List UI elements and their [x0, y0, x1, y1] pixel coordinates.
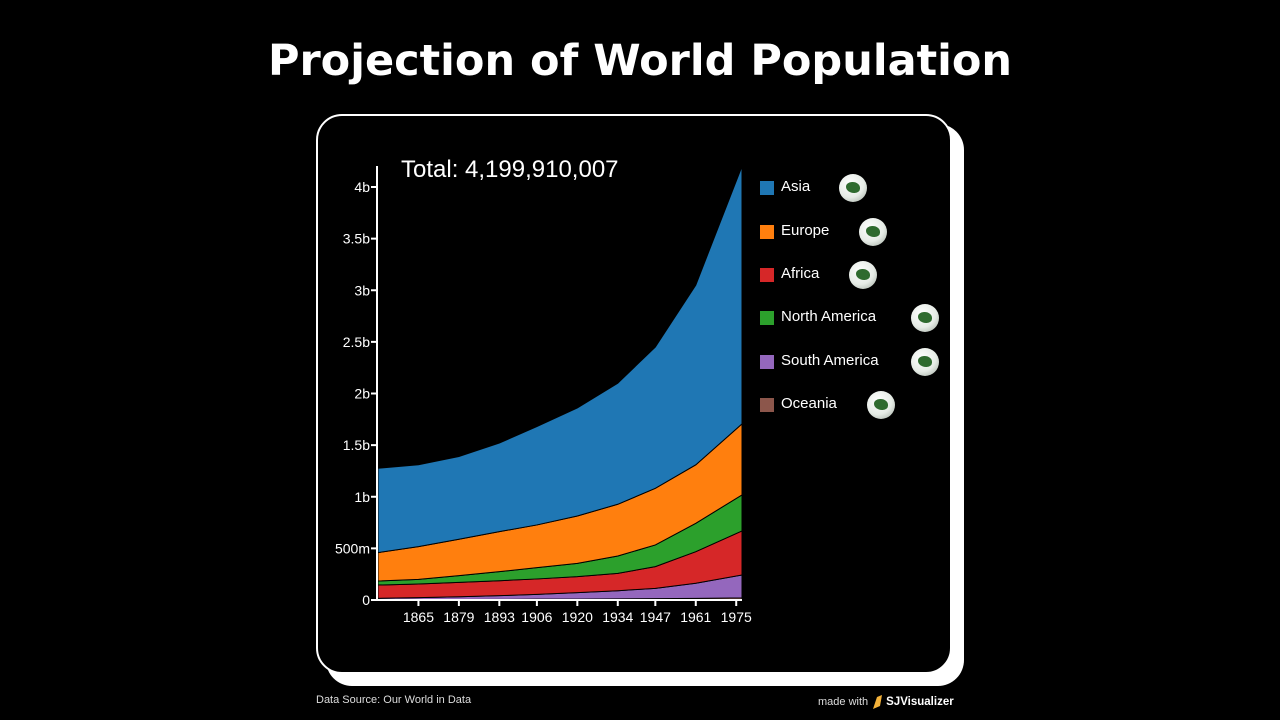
y-tick-label: 0	[362, 592, 370, 608]
y-tick-label: 4b	[354, 179, 370, 195]
data-source: Data Source: Our World in Data	[316, 694, 472, 706]
x-tick-label: 1947	[640, 609, 671, 625]
page-title: Projection of World Population	[267, 36, 1013, 86]
globe-africa-icon	[849, 261, 877, 289]
y-tick-label: 2b	[354, 386, 370, 402]
brand-name: SJVisualizer	[886, 696, 954, 708]
legend-label: Oceania	[781, 395, 837, 412]
globe-north-america-icon	[911, 304, 939, 332]
y-tick-label: 2.5b	[343, 334, 370, 350]
legend-label: Europe	[781, 222, 830, 239]
sjvisualizer-logo-icon	[873, 695, 883, 709]
made-with: made with SJVisualizer	[818, 694, 954, 710]
x-tick-label: 1879	[443, 609, 474, 625]
x-tick-label: 1865	[403, 609, 434, 625]
x-tick-label: 1893	[484, 609, 515, 625]
globe-south-america-icon	[911, 348, 939, 376]
y-tick-label: 3b	[354, 282, 370, 298]
legend-swatch-south-america	[760, 355, 774, 369]
y-tick-label: 1b	[354, 489, 370, 505]
area-asia	[377, 166, 743, 554]
legend-label: Africa	[781, 265, 820, 282]
y-tick-label: 500m	[335, 540, 370, 556]
y-tick-label: 1.5b	[343, 437, 370, 453]
x-tick-label: 1920	[562, 609, 593, 625]
legend-label: South America	[781, 352, 879, 369]
legend-swatch-africa	[760, 268, 774, 282]
globe-oceania-icon	[867, 391, 895, 419]
x-tick-label: 1934	[602, 609, 633, 625]
made-with-text: made with	[818, 696, 869, 708]
legend-swatch-europe	[760, 225, 774, 239]
globe-europe-icon	[859, 218, 887, 246]
x-tick-label: 1961	[680, 609, 711, 625]
legend-swatch-north-america	[760, 311, 774, 325]
x-tick-label: 1906	[521, 609, 552, 625]
legend-swatch-asia	[760, 181, 774, 195]
legend-swatch-oceania	[760, 398, 774, 412]
y-tick-label: 3.5b	[343, 231, 370, 247]
legend-label: Asia	[781, 178, 811, 195]
total-label: Total: 4,199,910,007	[401, 156, 619, 183]
x-tick-label: 1975	[721, 609, 752, 625]
legend-label: North America	[781, 308, 877, 325]
globe-asia-icon	[839, 174, 867, 202]
